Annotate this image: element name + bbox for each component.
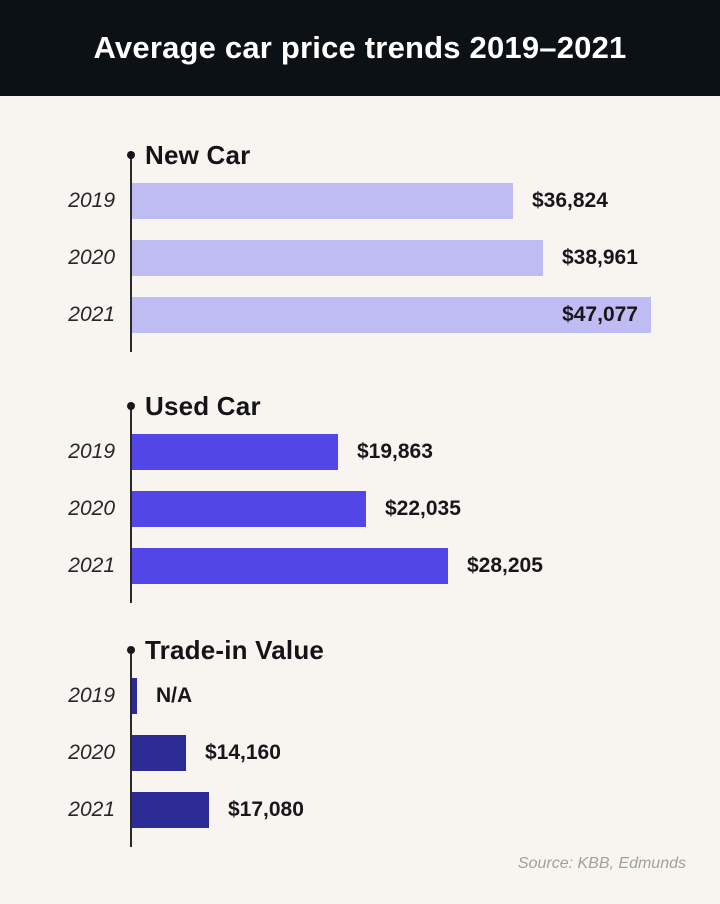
bar-row: 2021 $17,080 xyxy=(0,792,720,828)
section-header: Trade-in Value xyxy=(0,634,720,665)
section-title: Used Car xyxy=(145,390,261,421)
value-label: $17,080 xyxy=(228,798,304,821)
header-banner: Average car price trends 2019–2021 xyxy=(0,0,720,96)
year-label: 2019 xyxy=(68,189,115,212)
bar-row: 2019 N/A xyxy=(0,678,720,714)
axis-dot-icon xyxy=(127,402,135,410)
value-label: $47,077 xyxy=(562,303,638,326)
bar-row: 2020 $14,160 xyxy=(0,735,720,771)
value-label: $19,863 xyxy=(357,440,433,463)
bar-row: 2019 $19,863 xyxy=(0,434,720,470)
chart-section-used-car: Used Car 2019 $19,863 2020 $22,035 2021 … xyxy=(0,390,720,603)
bar-area: $38,961 xyxy=(115,240,720,276)
bar: $14,160 xyxy=(132,735,281,771)
bar-row: 2021 $28,205 xyxy=(0,548,720,584)
bar-row: 2019 $36,824 xyxy=(0,183,720,219)
bar-chart: New Car 2019 $36,824 2020 $38,961 2021 $… xyxy=(0,139,720,847)
chart-section-trade-in-value: Trade-in Value 2019 N/A 2020 $14,160 202… xyxy=(0,634,720,847)
bar-area: $36,824 xyxy=(115,183,720,219)
page-title: Average car price trends 2019–2021 xyxy=(93,30,627,65)
bar-row: 2021 $47,077 xyxy=(0,297,720,333)
section-header: New Car xyxy=(0,139,720,170)
bar: $38,961 xyxy=(132,240,638,276)
year-label: 2020 xyxy=(68,246,115,269)
bar-row: 2020 $38,961 xyxy=(0,240,720,276)
year-label: 2021 xyxy=(68,554,115,577)
section-rows: 2019 N/A 2020 $14,160 2021 $17,080 xyxy=(0,678,720,828)
bar-area: $22,035 xyxy=(115,491,720,527)
section-rows: 2019 $36,824 2020 $38,961 2021 $47,077 xyxy=(0,183,720,333)
bar: $19,863 xyxy=(132,434,433,470)
value-label: $22,035 xyxy=(385,497,461,520)
year-label: 2019 xyxy=(68,440,115,463)
bar-area: $14,160 xyxy=(115,735,720,771)
bar-row: 2020 $22,035 xyxy=(0,491,720,527)
year-label: 2020 xyxy=(68,741,115,764)
bar-area: $28,205 xyxy=(115,548,720,584)
value-label: N/A xyxy=(156,684,193,707)
axis-line xyxy=(130,155,132,352)
section-rows: 2019 $19,863 2020 $22,035 2021 $28,205 xyxy=(0,434,720,584)
section-title: Trade-in Value xyxy=(145,634,325,665)
source-attribution: Source: KBB, Edmunds xyxy=(517,855,686,872)
section-title: New Car xyxy=(145,139,251,170)
value-label: $14,160 xyxy=(205,741,281,764)
axis-dot-icon xyxy=(127,646,135,654)
bar: N/A xyxy=(132,678,192,714)
value-label: $28,205 xyxy=(467,554,543,577)
bar: $22,035 xyxy=(132,491,461,527)
year-label: 2020 xyxy=(68,497,115,520)
axis-line xyxy=(130,650,132,847)
value-label: $36,824 xyxy=(532,189,608,212)
bar: $47,077 xyxy=(132,297,651,333)
bar: $28,205 xyxy=(132,548,543,584)
axis-dot-icon xyxy=(127,151,135,159)
section-header: Used Car xyxy=(0,390,720,421)
bar-area: $47,077 xyxy=(115,297,720,333)
year-label: 2021 xyxy=(68,303,115,326)
axis-line xyxy=(130,406,132,603)
bar-area: $17,080 xyxy=(115,792,720,828)
bar: $36,824 xyxy=(132,183,608,219)
chart-section-new-car: New Car 2019 $36,824 2020 $38,961 2021 $… xyxy=(0,139,720,352)
bar-area: N/A xyxy=(115,678,720,714)
bar: $17,080 xyxy=(132,792,304,828)
year-label: 2021 xyxy=(68,798,115,821)
value-label: $38,961 xyxy=(562,246,638,269)
year-label: 2019 xyxy=(68,684,115,707)
bar-area: $19,863 xyxy=(115,434,720,470)
